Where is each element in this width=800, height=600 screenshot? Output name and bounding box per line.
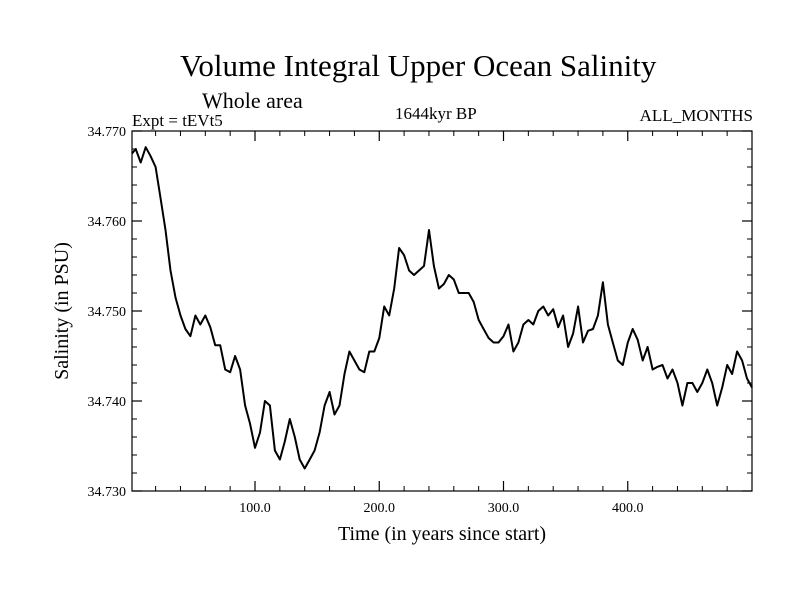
y-tick-label: 34.730 (88, 485, 127, 500)
x-tick-label: 200.0 (364, 501, 396, 516)
y-tick-label: 34.770 (88, 125, 127, 140)
chart-subtitle: Whole area (202, 88, 303, 113)
x-axis-label: Time (in years since start) (338, 523, 546, 545)
y-tick-label: 34.750 (88, 305, 127, 320)
x-tick-label: 400.0 (612, 501, 644, 516)
tick-label-layer: 100.0 200.0 300.0 400.0 34.730 34.740 34.750 34… (88, 125, 644, 516)
y-axis-label: Salinity (in PSU) (51, 242, 73, 380)
period-label: 1644kyr BP (395, 104, 477, 123)
experiment-label: Expt = tEVt5 (132, 111, 223, 130)
plot-frame (131, 130, 753, 492)
tick-layer (132, 130, 752, 492)
x-tick-label: 100.0 (239, 501, 271, 516)
months-label: ALL_MONTHS (639, 106, 753, 125)
chart-title: Volume Integral Upper Ocean Salinity (180, 48, 657, 83)
x-tick-label: 300.0 (488, 501, 520, 516)
y-tick-label: 34.760 (88, 215, 127, 230)
salinity-series-line (131, 146, 753, 470)
y-tick-label: 34.740 (88, 395, 127, 410)
